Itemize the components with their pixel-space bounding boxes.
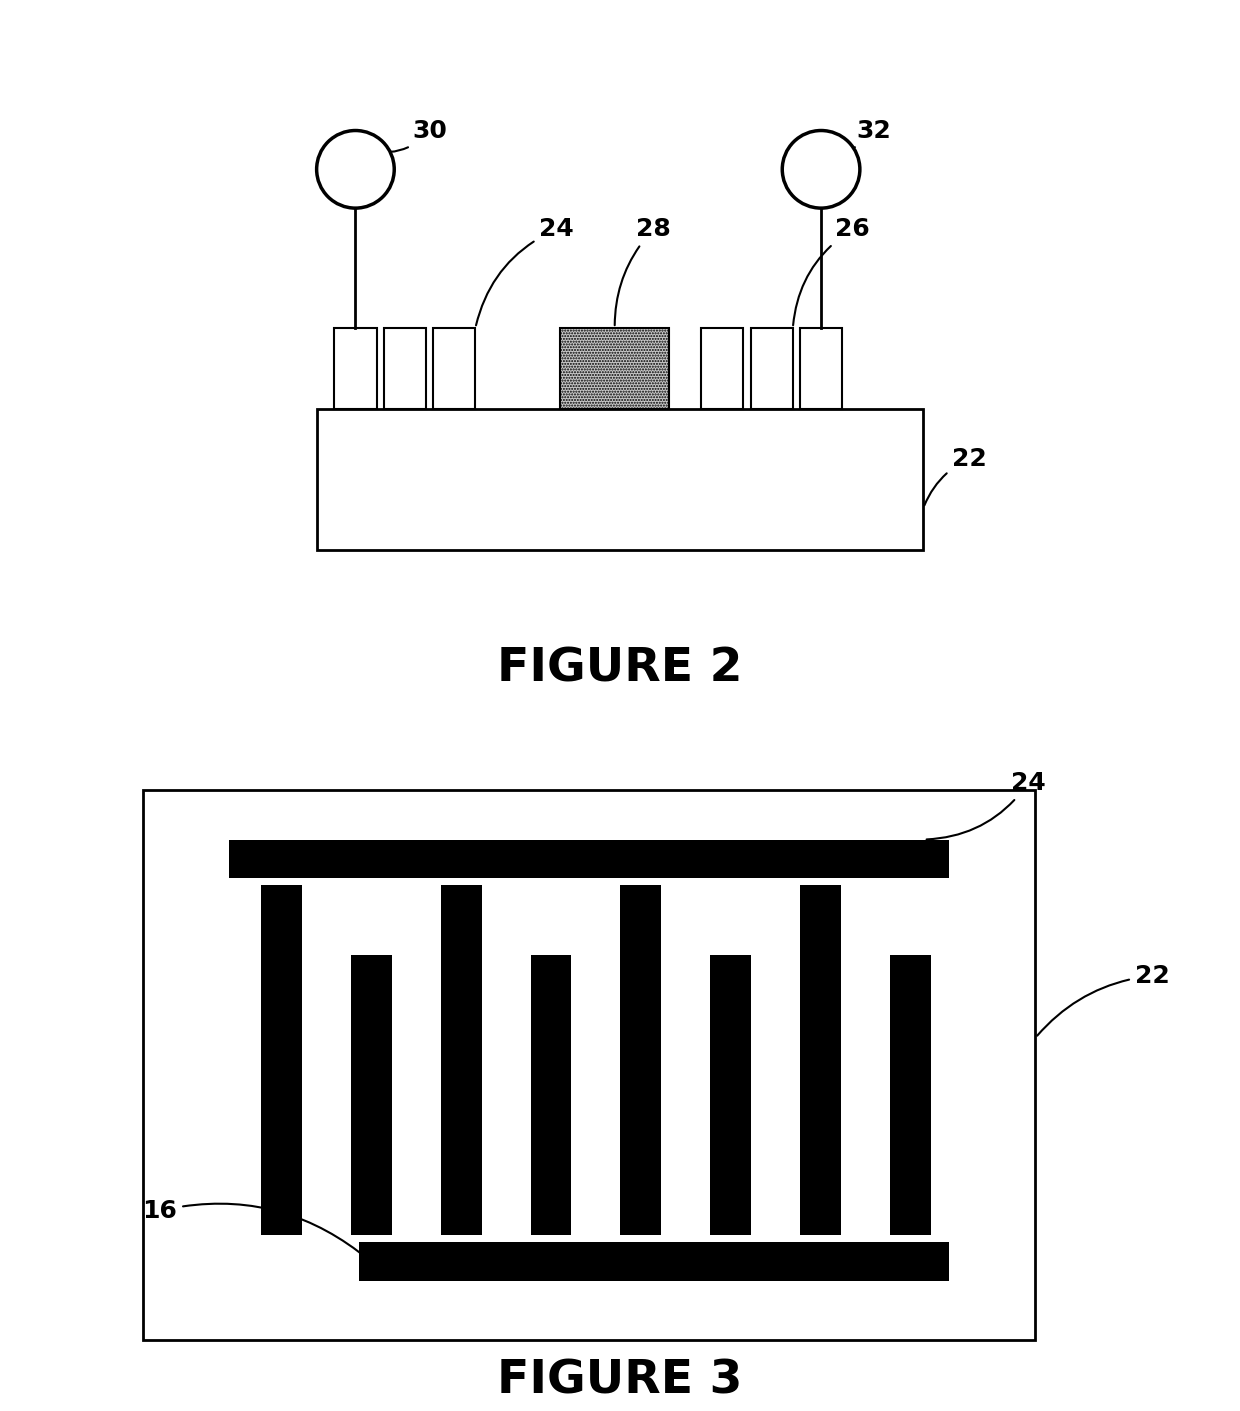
Circle shape	[316, 130, 394, 207]
Bar	[229, 840, 949, 878]
Bar	[800, 329, 842, 409]
Bar	[358, 1242, 949, 1281]
Bar	[143, 790, 1035, 1340]
Text: 22: 22	[1037, 964, 1169, 1036]
Text: 16: 16	[143, 1199, 370, 1260]
Bar	[701, 329, 744, 409]
Text: 24: 24	[926, 772, 1045, 840]
Text: 30: 30	[370, 120, 446, 152]
Bar	[335, 329, 377, 409]
Circle shape	[782, 130, 859, 207]
Text: 24: 24	[476, 217, 574, 326]
Bar	[383, 329, 427, 409]
Bar	[711, 955, 751, 1236]
Text: 22: 22	[924, 447, 986, 505]
Bar	[260, 886, 301, 1236]
Bar	[440, 886, 481, 1236]
Text: 28: 28	[615, 217, 671, 326]
Bar	[890, 955, 931, 1236]
Text: FIGURE 3: FIGURE 3	[497, 1359, 743, 1404]
Text: FIGURE 2: FIGURE 2	[497, 646, 743, 691]
Bar	[560, 329, 670, 409]
Text: 26: 26	[794, 217, 870, 326]
Bar	[316, 409, 924, 550]
Text: 32: 32	[836, 120, 892, 151]
Bar	[433, 329, 475, 409]
Bar	[531, 955, 572, 1236]
Bar	[620, 886, 661, 1236]
Bar	[351, 955, 392, 1236]
Bar	[750, 329, 792, 409]
Bar	[800, 886, 841, 1236]
